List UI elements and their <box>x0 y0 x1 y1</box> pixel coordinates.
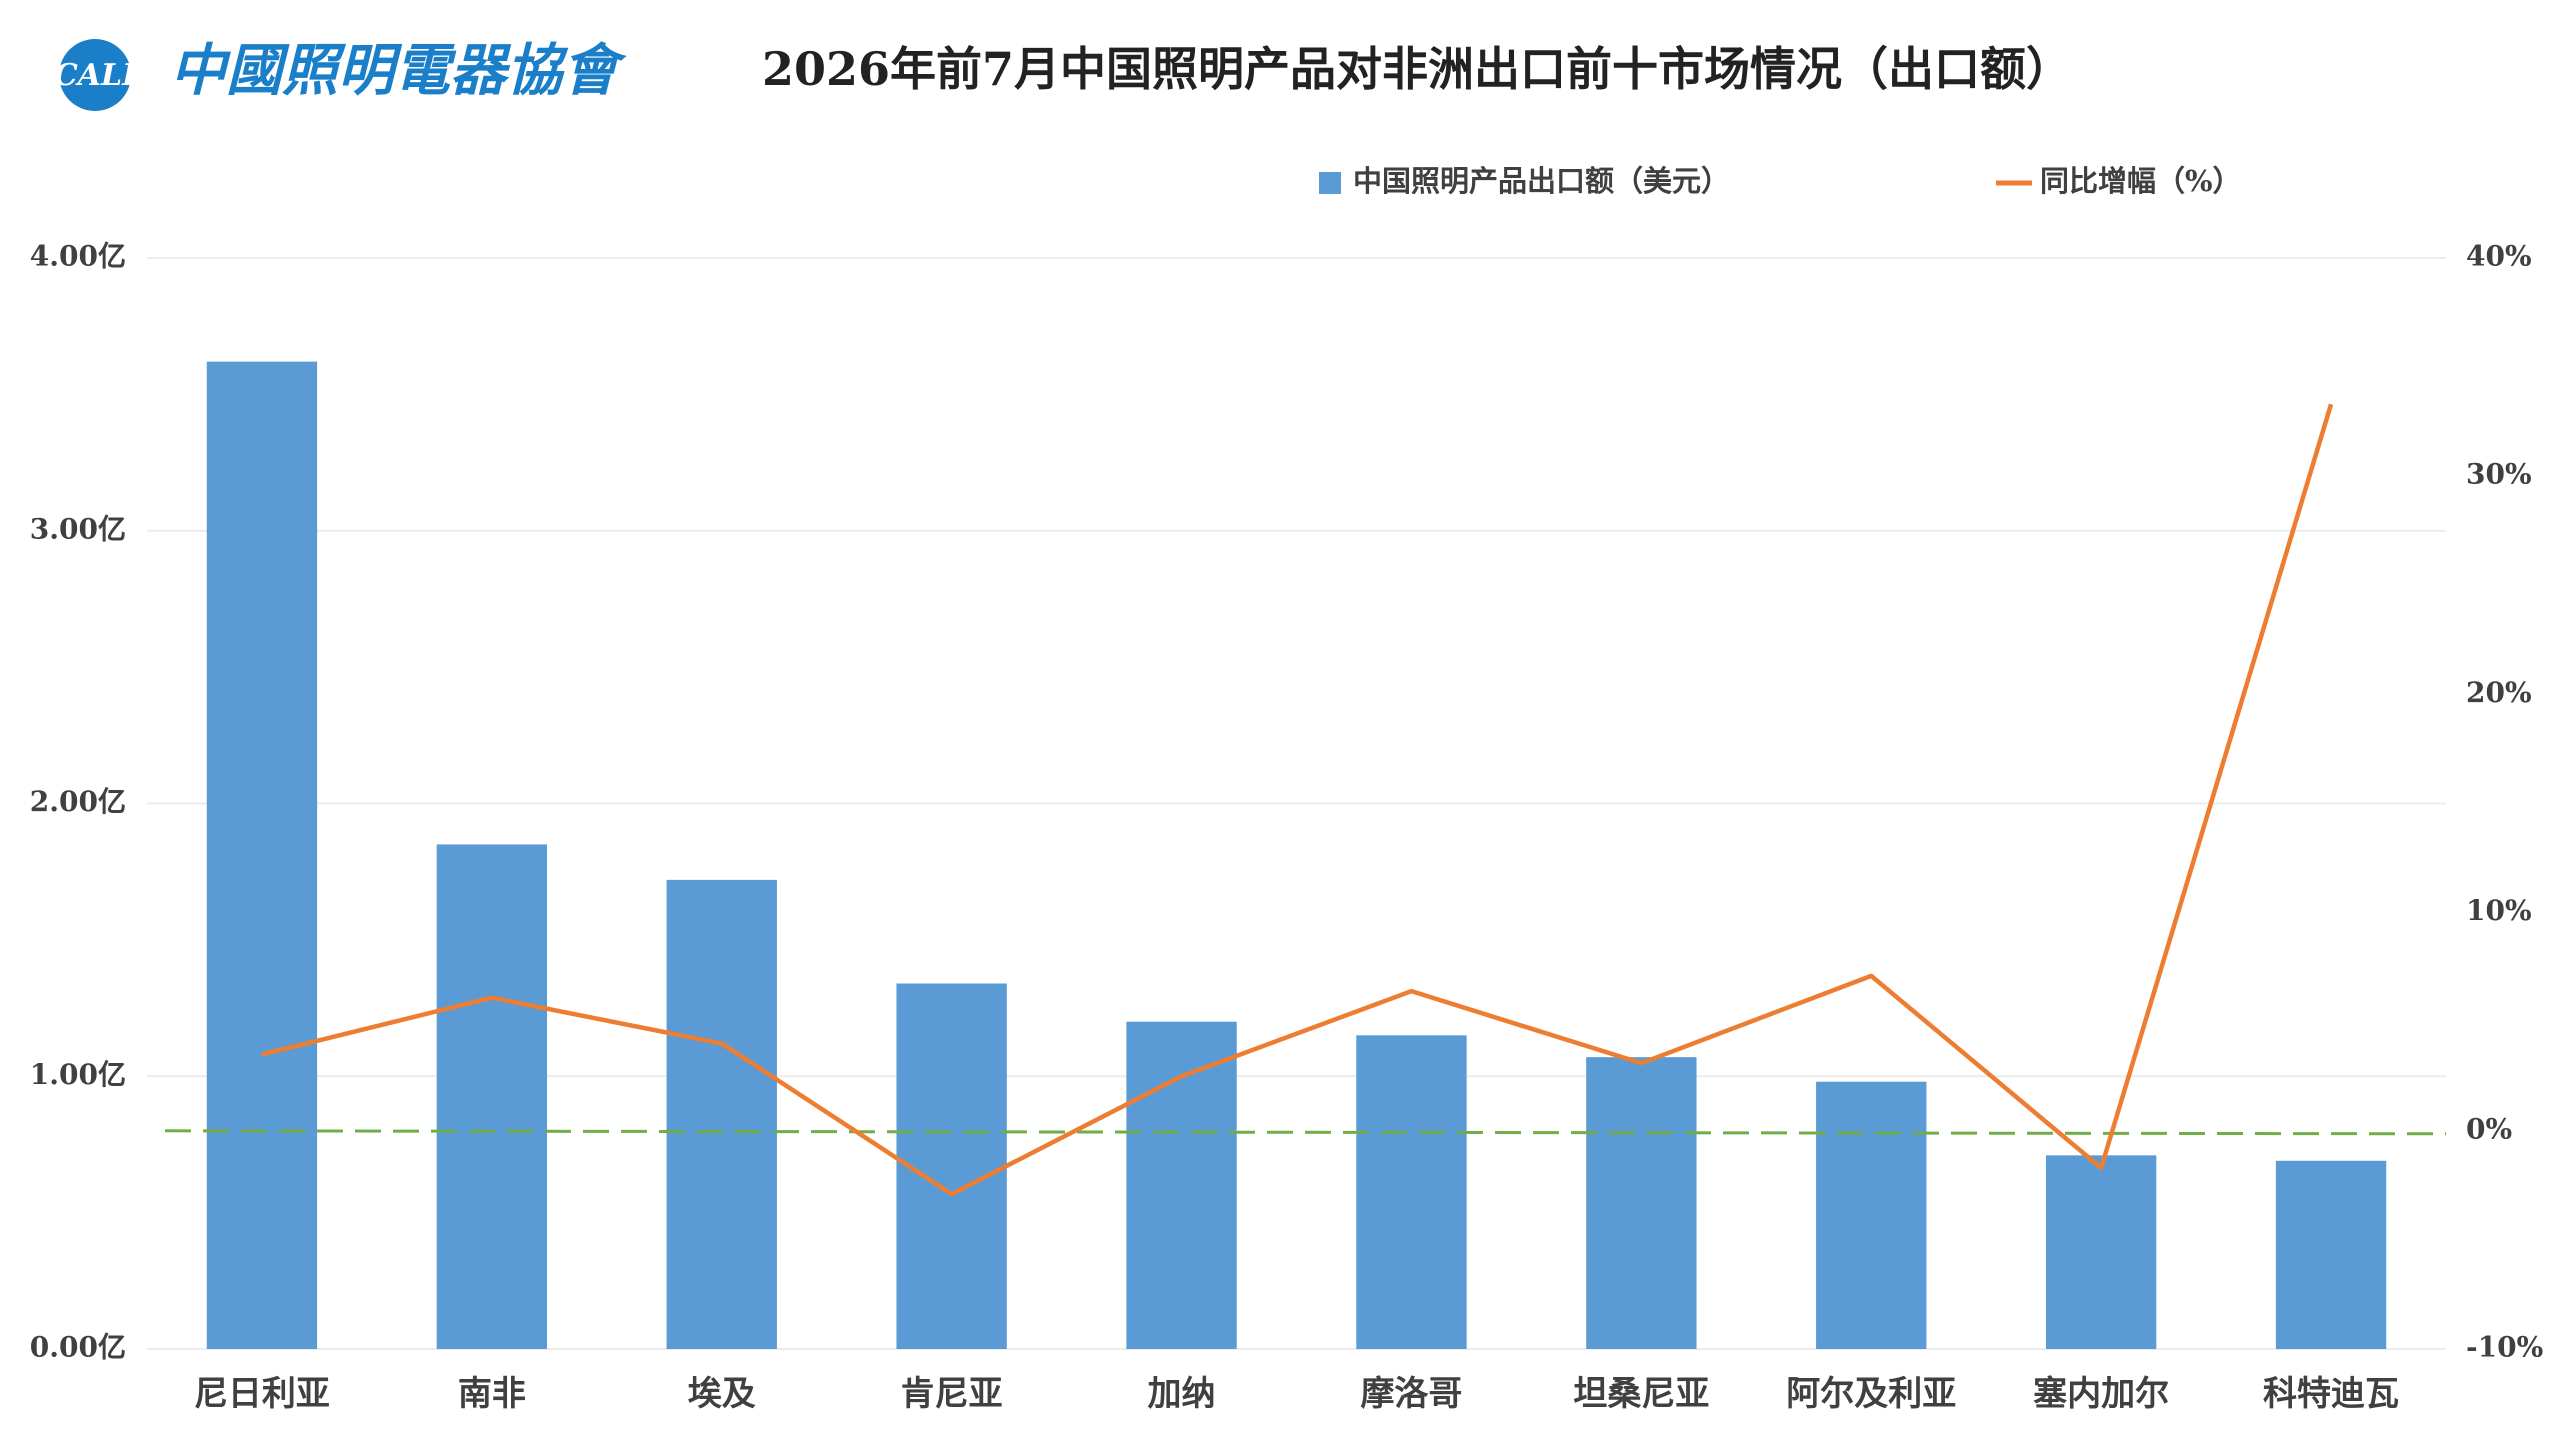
x-tick-label: 埃及 <box>688 1374 756 1414</box>
bar <box>1356 1035 1467 1349</box>
x-tick-label: 塞内加尔 <box>2033 1374 2169 1414</box>
bar <box>2045 1155 2157 1349</box>
chart-title: 2026年前7月中国照明产品对非洲出口前十市场情况（出口额） <box>762 42 2072 96</box>
y2-tick-label: 20% <box>2466 676 2532 709</box>
y2-tick-label: 40% <box>2466 240 2532 273</box>
reference-line <box>164 1129 2447 1136</box>
line-series <box>261 403 2334 1197</box>
x-tick-label: 南非 <box>458 1374 526 1414</box>
x-tick-label: 科特迪瓦 <box>2263 1374 2399 1414</box>
bar <box>2275 1160 2387 1349</box>
x-tick-label: 摩洛哥 <box>1360 1374 1462 1414</box>
logo-name: 中國照明電器協會 <box>170 38 627 104</box>
x-tick-label: 尼日利亚 <box>194 1374 330 1414</box>
bar <box>1816 1081 1927 1349</box>
x-tick-label: 加纳 <box>1148 1374 1216 1414</box>
y-tick-label: 4.00亿 <box>30 240 126 273</box>
y-tick-label: 3.00亿 <box>30 512 126 545</box>
bar <box>896 983 1007 1349</box>
x-tick-label: 肯尼亚 <box>901 1374 1003 1414</box>
bar <box>436 844 548 1349</box>
bar <box>206 361 318 1349</box>
logo: CALI 中國照明電器協會 <box>54 38 627 111</box>
y-tick-label: 0.00亿 <box>30 1331 126 1364</box>
x-tick-label: 阿尔及利亚 <box>1786 1374 1956 1414</box>
legend-label: 同比增幅（%） <box>2040 164 2242 198</box>
y2-tick-label: 10% <box>2466 894 2532 927</box>
y-tick-label: 2.00亿 <box>30 785 126 818</box>
y2-tick-label: 30% <box>2466 458 2532 491</box>
logo-circle <box>59 39 131 111</box>
logo-mark: CALI <box>54 58 137 93</box>
bar <box>1126 1021 1237 1349</box>
bar <box>666 879 777 1349</box>
y-tick-label: 1.00亿 <box>30 1058 126 1091</box>
x-tick-label: 坦桑尼亚 <box>1573 1374 1709 1414</box>
y2-tick-label: -10% <box>2466 1331 2543 1364</box>
bar <box>1586 1057 1697 1349</box>
y2-tick-label: 0% <box>2466 1112 2512 1145</box>
legend-swatch <box>1319 172 1341 194</box>
legend-label: 中国照明产品出口额（美元） <box>1353 164 1730 198</box>
